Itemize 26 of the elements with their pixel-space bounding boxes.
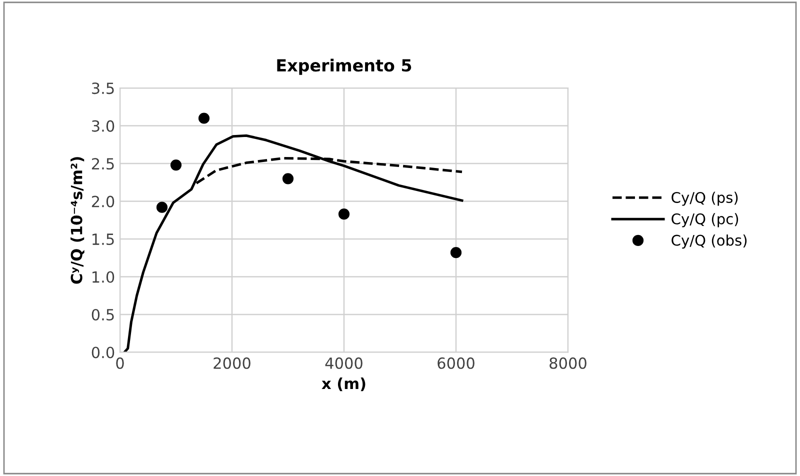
point xyxy=(156,202,168,213)
y-tick-label: 1.0 xyxy=(92,271,114,283)
chart-title: Experimento 5 xyxy=(277,58,412,75)
y-axis-title: Cʸ/Q (10⁻⁴s/m²) xyxy=(70,157,84,284)
line-series xyxy=(123,134,464,352)
y-tick-label: 3.5 xyxy=(92,82,114,94)
y-tick-label: 2.0 xyxy=(92,196,114,208)
point xyxy=(338,208,350,220)
legend-label: Cy/Q (ps) xyxy=(672,192,738,206)
y-tick-label: 0.0 xyxy=(92,346,114,358)
x-tick-label: 6000 xyxy=(438,357,474,369)
y-tick-label: 0.5 xyxy=(92,308,114,321)
x-tick-label: 2000 xyxy=(214,357,250,369)
y-tick-label: 3.0 xyxy=(92,120,114,132)
y-tick-label: 2.5 xyxy=(92,158,114,170)
legend-label: Cy/Q (pc) xyxy=(672,213,738,228)
point xyxy=(170,159,182,171)
x-tick-label: 4000 xyxy=(325,357,362,369)
point xyxy=(198,112,210,124)
x-tick-label: 8000 xyxy=(550,357,586,369)
y-tick-label: 1.5 xyxy=(92,234,114,246)
point xyxy=(282,173,294,184)
point xyxy=(450,247,462,258)
x-axis-title: x (m) xyxy=(322,377,366,392)
legend-label: Cy/Q (obs) xyxy=(672,234,747,249)
x-tick-label: 0 xyxy=(116,357,124,369)
